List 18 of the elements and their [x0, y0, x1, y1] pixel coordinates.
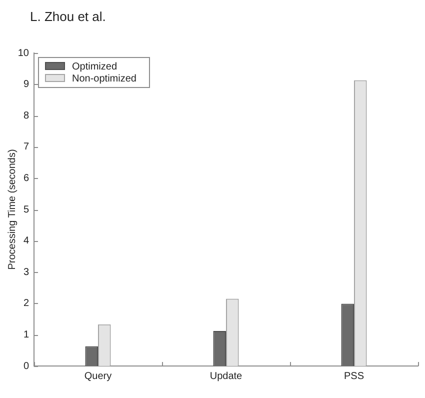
- y-tick-label: 3: [23, 266, 30, 278]
- y-tick-label: 1: [23, 329, 30, 340]
- legend-label: Non-optimized: [72, 73, 136, 84]
- y-axis-title: Processing Time (seconds): [6, 149, 18, 270]
- y-tick-label: 6: [23, 172, 30, 184]
- x-tick-label: PSS: [344, 370, 364, 382]
- text: L. Zhou et al.: [30, 9, 106, 25]
- y-tick-label: 2: [23, 298, 30, 310]
- y-tick-label: 10: [18, 48, 30, 59]
- legend-label: Optimized: [72, 61, 118, 72]
- y-tick-label: 7: [23, 142, 30, 153]
- y-tick-label: 5: [23, 204, 30, 216]
- y-tick-label: 4: [23, 236, 30, 247]
- y-tick-label: 9: [23, 79, 30, 90]
- x-tick-label: Query: [84, 370, 112, 382]
- y-tick-label: 0: [23, 360, 30, 372]
- y-tick-label: 8: [23, 110, 30, 122]
- x-tick-label: Update: [210, 370, 243, 382]
